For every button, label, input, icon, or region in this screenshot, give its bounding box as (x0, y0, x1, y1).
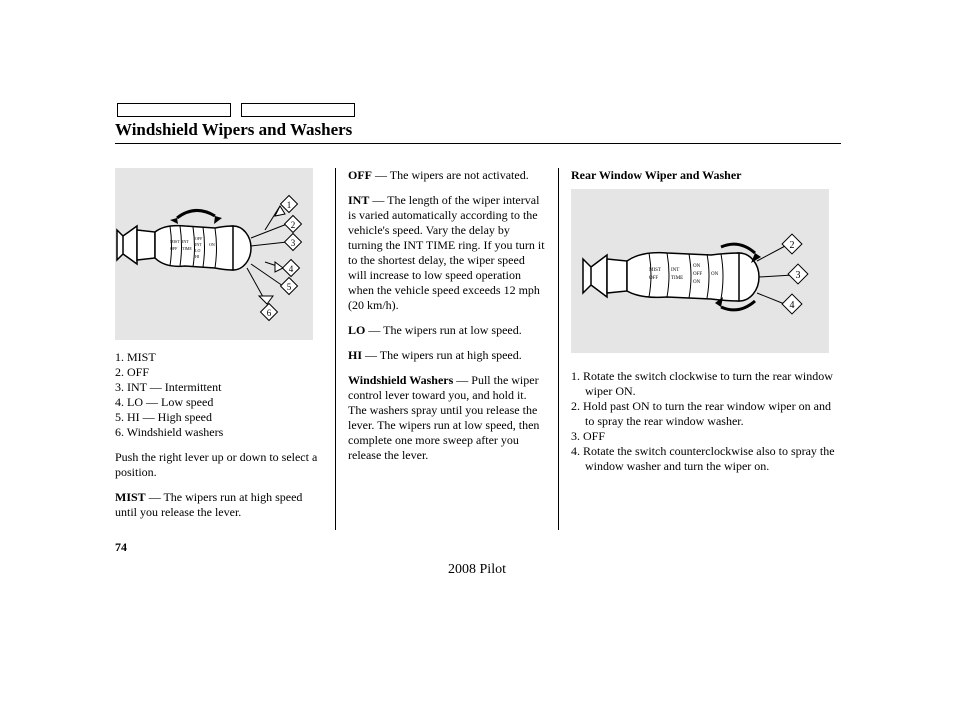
legend-item: 5. HI — High speed (115, 410, 325, 425)
legend-list: 1. MIST 2. OFF 3. INT — Intermittent 4. … (115, 350, 325, 440)
manual-page: Windshield Wipers and Washers (0, 0, 954, 710)
legend-item: 6. Windshield washers (115, 425, 325, 440)
rear-wiper-heading: Rear Window Wiper and Washer (571, 168, 841, 183)
svg-text:OFF: OFF (693, 272, 702, 277)
svg-text:OFF: OFF (649, 276, 658, 281)
svg-text:MIST: MIST (649, 268, 661, 273)
legend-item: 3. INT — Intermittent (115, 380, 325, 395)
svg-text:ON: ON (693, 280, 701, 285)
header-box-1 (117, 103, 231, 117)
rear-callout-4: 4 (790, 300, 795, 311)
column-2: OFF — The wipers are not activated. INT … (335, 168, 559, 530)
callout-4: 4 (289, 264, 294, 274)
svg-text:TIME: TIME (182, 246, 192, 251)
page-title: Windshield Wipers and Washers (115, 120, 352, 140)
header-placeholder-boxes (117, 103, 355, 117)
column-3: Rear Window Wiper and Washer M (559, 168, 841, 530)
hi-definition: HI — The wipers run at high speed. (348, 348, 546, 363)
page-number: 74 (115, 540, 127, 555)
rear-callout-2: 2 (790, 240, 795, 251)
int-label: INT (348, 193, 369, 207)
lo-label: LO (348, 323, 365, 337)
svg-text:HI: HI (195, 254, 200, 259)
hi-label: HI (348, 348, 362, 362)
wiper-lever-diagram: MIST OFF INT TIME OFF INT LO HI ON (115, 168, 313, 340)
column-1: MIST OFF INT TIME OFF INT LO HI ON (115, 168, 335, 530)
svg-text:ON: ON (711, 272, 719, 277)
callout-2: 2 (291, 220, 296, 230)
rear-step: 3. OFF (585, 429, 841, 444)
off-definition: OFF — The wipers are not activated. (348, 168, 546, 183)
off-label: OFF (348, 168, 372, 182)
callout-6: 6 (267, 308, 272, 318)
svg-text:OFF: OFF (195, 236, 203, 241)
callouts: 1 2 3 4 (247, 196, 301, 321)
lo-text: — The wipers run at low speed. (365, 323, 521, 337)
int-definition: INT — The length of the wiper interval i… (348, 193, 546, 313)
off-text: — The wipers are not activated. (372, 168, 529, 182)
rear-step: 1. Rotate the switch clockwise to turn t… (585, 369, 841, 399)
svg-text:MIST: MIST (170, 239, 180, 244)
legend-item: 4. LO — Low speed (115, 395, 325, 410)
svg-text:TIME: TIME (671, 276, 683, 281)
title-underline (115, 143, 841, 144)
hi-text: — The wipers run at high speed. (362, 348, 522, 362)
svg-text:OFF: OFF (170, 246, 178, 251)
mist-label: MIST (115, 490, 146, 504)
rear-step: 4. Rotate the switch counterclockwise al… (585, 444, 841, 474)
svg-text:INT: INT (182, 239, 189, 244)
svg-text:INT: INT (195, 242, 202, 247)
legend-item: 2. OFF (115, 365, 325, 380)
rear-wiper-diagram: MIST OFF INT TIME ON OFF ON ON (571, 189, 829, 353)
instruction-text: Push the right lever up or down to selec… (115, 450, 325, 480)
svg-text:ON: ON (209, 242, 215, 247)
rear-callout-3: 3 (796, 270, 801, 281)
rear-wiper-figure: MIST OFF INT TIME ON OFF ON ON (571, 189, 829, 353)
page-footer: 2008 Pilot (0, 562, 954, 578)
washers-label: Windshield Washers (348, 373, 453, 387)
callout-1: 1 (287, 200, 292, 210)
mist-definition: MIST — The wipers run at high speed unti… (115, 490, 325, 520)
rear-step: 2. Hold past ON to turn the rear window … (585, 399, 841, 429)
callout-5: 5 (287, 282, 292, 292)
svg-text:LO: LO (195, 248, 200, 253)
content-columns: MIST OFF INT TIME OFF INT LO HI ON (115, 168, 841, 530)
rear-wiper-steps: 1. Rotate the switch clockwise to turn t… (571, 369, 841, 474)
int-text: — The length of the wiper interval is va… (348, 193, 545, 312)
svg-text:INT: INT (671, 268, 679, 273)
washers-definition: Windshield Washers — Pull the wiper cont… (348, 373, 546, 463)
svg-text:ON: ON (693, 264, 701, 269)
wiper-lever-figure: MIST OFF INT TIME OFF INT LO HI ON (115, 168, 313, 340)
header-box-2 (241, 103, 355, 117)
callout-3: 3 (291, 238, 296, 248)
legend-item: 1. MIST (115, 350, 325, 365)
lo-definition: LO — The wipers run at low speed. (348, 323, 546, 338)
